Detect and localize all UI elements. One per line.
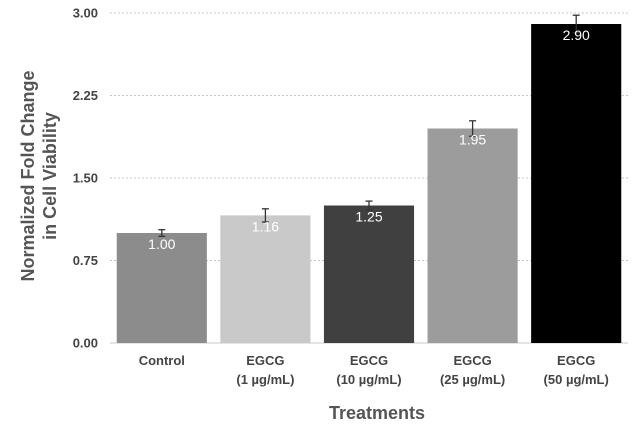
- y-tick-label: 1.50: [73, 171, 98, 186]
- y-tick-label: 0.75: [73, 253, 98, 268]
- y-tick-label: 0.00: [73, 336, 98, 351]
- y-axis-ticks: 0.00 0.75 1.50 2.25 3.00: [73, 6, 98, 351]
- x-category-label: Control: [139, 353, 185, 368]
- bar-value-label: 1.25: [355, 209, 382, 225]
- x-category-label: (10 µg/mL): [336, 372, 401, 387]
- error-bar: [469, 120, 477, 137]
- error-bar: [572, 14, 580, 34]
- x-category-label: EGCG: [557, 353, 595, 368]
- y-axis-title-line: in Cell Viability: [40, 112, 60, 240]
- bar: [116, 233, 207, 343]
- error-bar: [365, 200, 373, 211]
- x-category-label: (1 µg/mL): [236, 372, 294, 387]
- y-tick-label: 2.25: [73, 88, 98, 103]
- bar: [323, 205, 415, 343]
- x-axis-categories: Control EGCG (1 µg/mL) EGCG (10 µg/mL) EGCG (2…: [139, 353, 609, 387]
- error-bar: [261, 208, 269, 223]
- bar: [427, 128, 518, 343]
- bar-value-label: 2.90: [563, 27, 590, 43]
- error-bar: [158, 229, 166, 237]
- data-labels: 1.00 1.16 1.25 1.95 2.90: [148, 27, 590, 252]
- x-axis-title: Treatments: [329, 403, 425, 423]
- x-category-label: (25 µg/mL): [440, 372, 505, 387]
- y-tick-label: 3.00: [73, 6, 98, 21]
- bar: [220, 215, 311, 343]
- bar-value-label: 1.00: [148, 236, 175, 252]
- error-bars: [158, 14, 580, 237]
- x-category-label: EGCG: [350, 353, 388, 368]
- x-category-label: EGCG: [246, 353, 284, 368]
- bars: [116, 24, 622, 343]
- x-category-label: EGCG: [453, 353, 491, 368]
- bar-value-label: 1.16: [252, 218, 279, 234]
- x-category-label: (50 µg/mL): [544, 372, 609, 387]
- y-axis-title: Normalized Fold Change in Cell Viability: [18, 70, 60, 281]
- y-axis-title-line: Normalized Fold Change: [18, 70, 38, 281]
- bar-value-label: 1.95: [459, 132, 486, 148]
- bar: [531, 24, 622, 343]
